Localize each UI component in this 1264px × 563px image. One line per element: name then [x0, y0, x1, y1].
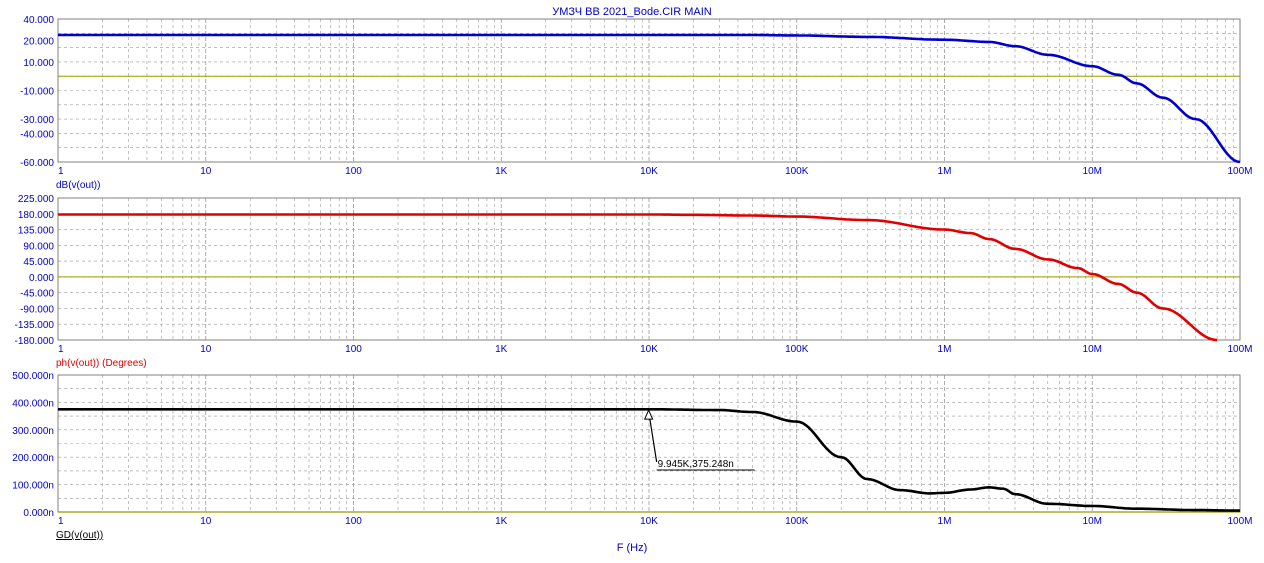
series-line	[58, 213, 1218, 342]
x-tick-label: 100K	[785, 166, 809, 177]
y-tick-label: -90.000	[20, 304, 54, 315]
plot-frame	[57, 18, 1241, 163]
x-tick-label: 100	[345, 166, 362, 177]
y-tick-label: -180.000	[15, 336, 55, 347]
y-tick-label: 500.000n	[12, 371, 54, 382]
x-tick-label: 100M	[1227, 344, 1252, 355]
x-tick-label: 100	[345, 516, 362, 527]
annotation-label: 9.945K,375.248n	[658, 459, 734, 470]
y-tick-label: 135.000	[18, 226, 55, 237]
x-tick-label: 1K	[495, 516, 508, 527]
x-tick-label: 100K	[785, 344, 809, 355]
y-tick-label: 400.000n	[12, 398, 54, 409]
x-tick-label: 100K	[785, 516, 809, 527]
x-tick-label: 1	[58, 516, 64, 527]
chart-title: УМЗЧ ВВ 2021_Bode.CIR MAIN	[552, 6, 712, 18]
y-tick-label: 45.000	[23, 257, 54, 268]
y-axis-label: GD(v(out))	[56, 530, 103, 541]
y-tick-label: 100.000n	[12, 481, 54, 492]
y-tick-label: -10.000	[20, 87, 54, 98]
x-tick-label: 10K	[640, 344, 658, 355]
y-tick-label: 90.000	[23, 241, 54, 252]
y-tick-label: 200.000n	[12, 453, 54, 464]
y-axis-label: ph(v(out)) (Degrees)	[56, 358, 147, 369]
y-tick-label: -45.000	[20, 289, 54, 300]
y-tick-label: 40.000	[23, 15, 54, 26]
x-tick-label: 100M	[1227, 166, 1252, 177]
x-tick-label: 10K	[640, 166, 658, 177]
x-tick-label: 1M	[938, 166, 952, 177]
x-tick-label: 1M	[938, 516, 952, 527]
y-tick-label: -40.000	[20, 129, 54, 140]
x-axis-label: F (Hz)	[616, 542, 648, 554]
series-line	[58, 33, 1241, 164]
x-tick-label: 10M	[1083, 166, 1102, 177]
x-tick-label: 1K	[495, 344, 508, 355]
x-tick-label: 10M	[1083, 516, 1102, 527]
x-tick-label: 100	[345, 344, 362, 355]
x-tick-label: 1	[58, 344, 64, 355]
x-tick-label: 10	[200, 166, 212, 177]
y-tick-label: 10.000	[23, 58, 54, 69]
y-tick-label: 20.000	[23, 36, 54, 47]
y-tick-label: 0.000n	[23, 508, 54, 519]
y-tick-label: 225.000	[18, 194, 55, 205]
y-tick-label: -60.000	[20, 158, 54, 169]
x-tick-label: 1	[58, 166, 64, 177]
y-axis-label: dB(v(out))	[56, 180, 100, 191]
series-line	[58, 408, 1240, 512]
x-tick-label: 1K	[495, 166, 508, 177]
plot-frame	[57, 197, 1241, 341]
x-tick-label: 10	[200, 516, 212, 527]
y-tick-label: 180.000	[18, 210, 55, 221]
y-tick-label: -135.000	[15, 320, 55, 331]
x-tick-label: 100M	[1227, 516, 1252, 527]
annotation-arrow	[643, 408, 654, 420]
x-tick-label: 1M	[938, 344, 952, 355]
x-tick-label: 10K	[640, 516, 658, 527]
y-tick-label: 300.000n	[12, 426, 54, 437]
y-tick-label: 0.000	[29, 273, 54, 284]
y-tick-label: -30.000	[20, 115, 54, 126]
x-tick-label: 10	[200, 344, 212, 355]
x-tick-label: 10M	[1083, 344, 1102, 355]
